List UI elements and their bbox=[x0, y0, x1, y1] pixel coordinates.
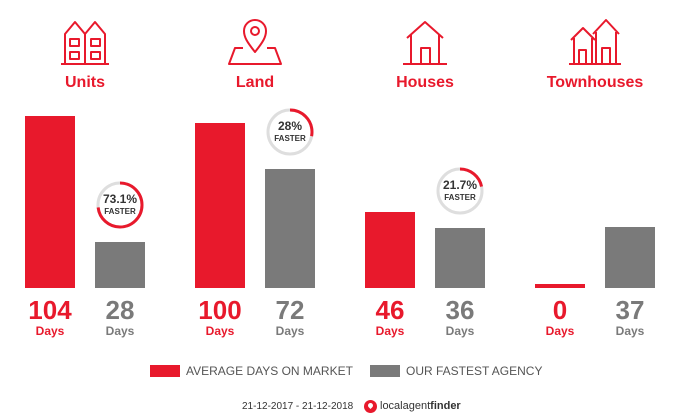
category-label-land: Land bbox=[235, 74, 275, 91]
badge-percent-units: 73.1% bbox=[102, 191, 138, 206]
value-label-units-average: 104 bbox=[28, 295, 72, 325]
badge-faster-label-houses: FASTER bbox=[444, 193, 476, 203]
faster-badge-houses: 21.7% FASTER bbox=[435, 166, 485, 216]
unit-label-townhouses-fastest: Days bbox=[615, 324, 645, 338]
category-label-townhouses: Townhouses bbox=[546, 74, 644, 91]
unit-label-units-average: Days bbox=[35, 324, 65, 338]
unit-label-townhouses-average: Days bbox=[545, 324, 575, 338]
brand-name-light: localagent bbox=[380, 400, 431, 412]
bar-units-average bbox=[25, 116, 75, 288]
unit-label-land-fastest: Days bbox=[275, 324, 305, 338]
legend: AVERAGE DAYS ON MARKET OUR FASTEST AGENC… bbox=[0, 364, 700, 380]
bar-land-fastest bbox=[265, 168, 315, 288]
brand-name: localagentfinder bbox=[380, 400, 461, 412]
badge-percent-land: 28% bbox=[277, 118, 303, 133]
bar-townhouses-average bbox=[535, 284, 585, 288]
bar-units-fastest bbox=[95, 241, 145, 288]
legend-swatch-fast bbox=[370, 365, 400, 377]
badge-faster-label-units: FASTER bbox=[104, 206, 136, 216]
value-label-houses-fastest: 36 bbox=[445, 295, 475, 325]
legend-swatch-avg bbox=[150, 365, 180, 377]
bar-houses-fastest bbox=[435, 228, 485, 288]
category-label-units: Units bbox=[65, 74, 105, 91]
badge-faster-label-land: FASTER bbox=[274, 133, 306, 143]
legend-label-avg: AVERAGE DAYS ON MARKET bbox=[186, 364, 353, 378]
category-label-houses: Houses bbox=[396, 74, 454, 91]
unit-label-land-average: Days bbox=[205, 324, 235, 338]
value-label-townhouses-average: 0 bbox=[552, 295, 568, 325]
localagentfinder-logo-icon bbox=[364, 400, 377, 413]
unit-label-units-fastest: Days bbox=[105, 324, 135, 338]
bar-land-average bbox=[195, 122, 245, 288]
brand-name-bold: finder bbox=[430, 400, 461, 412]
value-label-land-fastest: 72 bbox=[275, 295, 305, 325]
value-label-land-average: 100 bbox=[198, 295, 242, 325]
faster-badge-land: 28% FASTER bbox=[265, 107, 315, 157]
unit-label-houses-fastest: Days bbox=[445, 324, 475, 338]
bar-townhouses-fastest bbox=[605, 226, 655, 288]
land-pin-icon bbox=[227, 12, 283, 68]
house-icon bbox=[397, 12, 453, 68]
date-range: 21-12-2017 - 21-12-2018 bbox=[242, 401, 354, 412]
badge-percent-houses: 21.7% bbox=[442, 178, 478, 193]
legend-label-fast: OUR FASTEST AGENCY bbox=[406, 364, 543, 378]
faster-badge-units: 73.1% FASTER bbox=[95, 180, 145, 230]
bar-houses-average bbox=[365, 211, 415, 288]
value-label-houses-average: 46 bbox=[375, 295, 405, 325]
townhouses-icon bbox=[567, 12, 623, 68]
value-label-units-fastest: 28 bbox=[105, 295, 135, 325]
footer: 21-12-2017 - 21-12-2018 localagentfinder bbox=[0, 400, 700, 415]
unit-label-houses-average: Days bbox=[375, 324, 405, 338]
value-label-townhouses-fastest: 37 bbox=[615, 295, 645, 325]
units-icon bbox=[57, 12, 113, 68]
